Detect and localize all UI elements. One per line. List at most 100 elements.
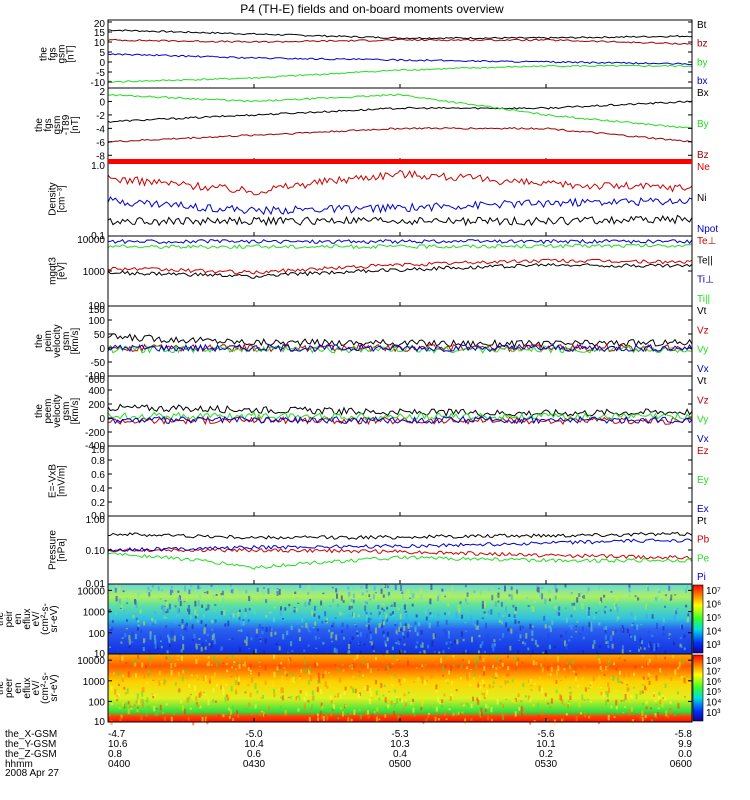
y-tick-label: 1.0 [91,161,105,172]
panel-3: Ne Ni Npot 1.0 0.1 Density[cm⁻³] [48,161,719,242]
y-tick-label: 10 [94,649,106,660]
panel-8: Pt Pb Pe Pi 1.00 0.10 0.01 Pressure[nPa] [48,515,710,590]
legend-label: Vt [697,376,707,387]
y-axis-label: eflux [22,608,33,629]
footer-value: -5.8 [675,729,693,740]
y-tick-label: 0.0 [91,511,105,522]
series-line-pe [107,552,693,570]
y-axis-label: -T89 [61,114,72,135]
figure-title: P4 (TH-E) fields and on-board moments ov… [240,2,504,16]
colorbar-tick-label: 10⁵ [706,687,721,698]
y-tick-label: -100 [85,371,105,382]
footer-value: 0.0 [678,749,692,760]
colorbar-tick-label: 10³ [706,708,721,719]
y-tick-label: 10000 [77,235,105,246]
panel-frame [107,445,693,517]
y-axis-label: eV/ [31,680,42,695]
legend-label: Vx [697,434,709,445]
legend-label: Te⊥ [697,236,716,247]
y-axis-label: [nT] [70,116,81,133]
y-axis-label: [nT] [66,45,77,62]
y-axis-label: gsm [61,402,72,421]
y-tick-label: 0.1 [91,231,105,242]
footer-row-label: the_X-GSM [5,729,57,740]
y-tick-label: 1000 [83,608,106,619]
date-label: 2008 Apr 27 [5,768,59,779]
legend-label: By [697,119,709,130]
y-axis-label: fgs [43,118,54,131]
y-tick-label: 1.00 [86,515,106,526]
y-tick-label: -8 [96,151,105,162]
y-axis-label: fgs [48,47,59,60]
colorbar-tick-label: 10³ [706,640,721,651]
y-tick-label: 1000 [83,267,106,278]
y-tick-label: -10 [91,78,106,89]
series-line-vt [107,403,693,417]
y-tick-label: 10000 [77,656,105,667]
y-tick-label: -400 [85,441,105,452]
colorbar-tick-label: 10⁷ [706,666,721,677]
y-tick-label: 100 [88,697,105,708]
y-tick-label: 10 [94,717,106,728]
y-axis-label: [nPa] [57,538,68,562]
y-tick-label: -50 [91,358,106,369]
footer-value: -5.0 [245,729,263,740]
legend-label: by [697,57,708,68]
footer-value: 10.4 [244,739,264,750]
footer-row-label: the_Z-GSM [5,749,57,760]
footer-value: -5.3 [391,729,409,740]
y-axis-label: peir [4,610,15,627]
y-axis-label: en [13,682,24,693]
y-axis-label: [cm⁻³] [57,185,68,213]
y-axis-label: (cm²-s- [40,603,51,635]
y-axis-label: gsm [61,332,72,351]
y-tick-label: -200 [85,428,105,439]
y-axis-label: Density [48,182,59,215]
footer-value: 0.8 [108,749,122,760]
y-tick-label: 20 [94,19,106,30]
series-line-by [107,64,693,83]
y-tick-label: 0.8 [91,456,105,467]
panel-7: Ez Ey Ex 1.00.8 0.6 0.4 0.2 0.0 E=-VxB[mV/m] [48,445,709,522]
footer-value: 0600 [670,759,693,770]
y-axis-label: gsm [52,116,63,135]
y-axis-label: E=-VxB [48,464,59,499]
y-axis-label: [eV] [57,262,68,280]
footer-value: 0.2 [539,749,553,760]
series-line-ti [107,243,693,250]
y-tick-label: -4 [96,124,105,135]
y-tick-label: 400 [88,386,105,397]
y-axis-label: [km/s] [70,397,81,424]
y-tick-label: -2 [96,111,105,122]
series-line-bx [107,100,693,123]
legend-label: Pe [697,553,710,564]
y-tick-label: 0.10 [86,546,106,557]
colorbar-tick-label: 10⁶ [706,677,721,688]
series-line-vx [107,343,693,353]
legend-label: bz [697,39,708,50]
legend-label: Vy [697,415,708,426]
series-line-ti [108,238,693,245]
footer-value: -4.7 [108,729,126,740]
legend-label: Ne [697,162,710,173]
footer-value: 0430 [243,759,266,770]
y-tick-label: 1000 [83,677,106,688]
colorbar-tick-label: 10⁷ [706,586,721,597]
footer-value: 0400 [108,759,131,770]
legend-label: Ey [697,475,709,486]
y-tick-label: 1.0 [91,445,105,456]
panel-frame [107,305,693,377]
footer-value: 10.6 [108,739,128,750]
spectrogram-texture [108,654,690,726]
colorbar-tick-label: 10⁴ [706,627,721,638]
y-axis-label: the [0,681,6,695]
legend-label: Te|| [697,255,713,266]
y-axis-label: velocity [52,324,63,357]
y-tick-label: 10000 [77,586,105,597]
series-line-te [107,258,693,275]
footer-row-label: hhmm [5,759,33,770]
series-line-npot [107,196,693,216]
